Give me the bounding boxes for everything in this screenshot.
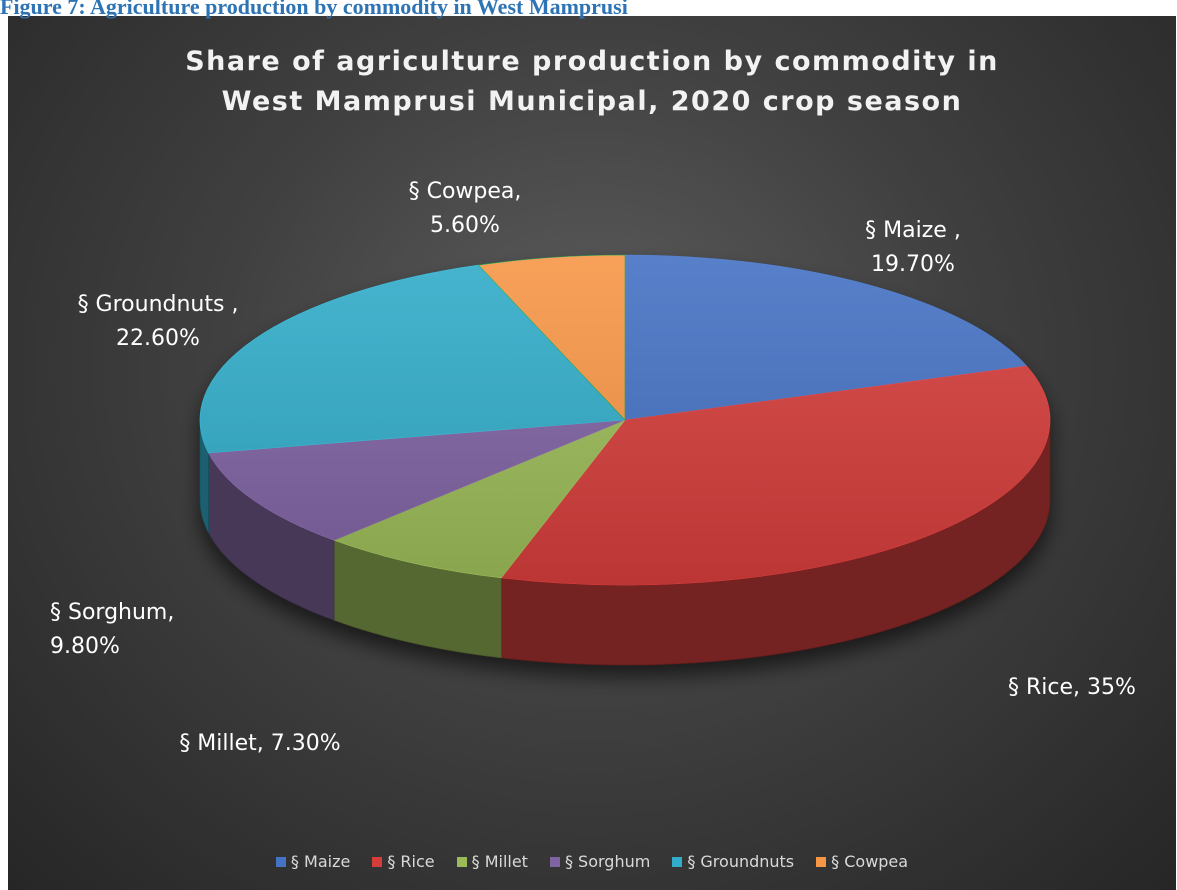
legend-item-rice: § Rice bbox=[372, 852, 435, 871]
chart-area: Share of agriculture production by commo… bbox=[8, 16, 1176, 890]
legend-swatch bbox=[372, 857, 383, 867]
legend-label: § Millet bbox=[471, 852, 528, 871]
legend-swatch bbox=[456, 857, 467, 867]
legend-swatch bbox=[275, 857, 286, 867]
legend-swatch bbox=[816, 857, 827, 867]
legend-label: § Cowpea bbox=[831, 852, 909, 871]
legend-label: § Sorghum bbox=[564, 852, 651, 871]
data-label-groundnuts: § Groundnuts , 22.60% bbox=[78, 292, 239, 351]
pie-chart: § Maize , 19.70% § Rice, 35% § Millet, 7.30… bbox=[50, 179, 1136, 756]
legend-label: § Maize bbox=[290, 852, 351, 871]
chart-title-line-1: Share of agriculture production by commo… bbox=[185, 46, 999, 77]
data-label-millet: § Millet, 7.30% bbox=[179, 731, 340, 756]
legend-item-millet: § Millet bbox=[456, 852, 528, 871]
chart-title-line-2: West Mamprusi Municipal, 2020 crop seaso… bbox=[221, 86, 963, 117]
data-label-sorghum: § Sorghum, 9.80% bbox=[50, 600, 174, 659]
legend-item-groundnuts: § Groundnuts bbox=[672, 852, 794, 871]
legend-label: § Rice bbox=[387, 852, 435, 871]
chart-title: Share of agriculture production by commo… bbox=[8, 42, 1176, 122]
legend-item-maize: § Maize bbox=[275, 852, 351, 871]
chart-legend: § Maize § Rice § Millet § Sorghum § Groundnu… bbox=[8, 852, 1176, 871]
legend-item-cowpea: § Cowpea bbox=[816, 852, 908, 871]
legend-label: § Groundnuts bbox=[687, 852, 795, 871]
legend-swatch bbox=[549, 857, 560, 867]
figure-caption: Figure 7: Agriculture production by comm… bbox=[0, 0, 628, 19]
data-label-rice: § Rice, 35% bbox=[1008, 675, 1136, 700]
data-label-cowpea: § Cowpea, 5.60% bbox=[409, 179, 522, 238]
legend-swatch bbox=[672, 857, 683, 867]
data-label-maize: § Maize , 19.70% bbox=[865, 218, 961, 277]
legend-item-sorghum: § Sorghum bbox=[549, 852, 651, 871]
